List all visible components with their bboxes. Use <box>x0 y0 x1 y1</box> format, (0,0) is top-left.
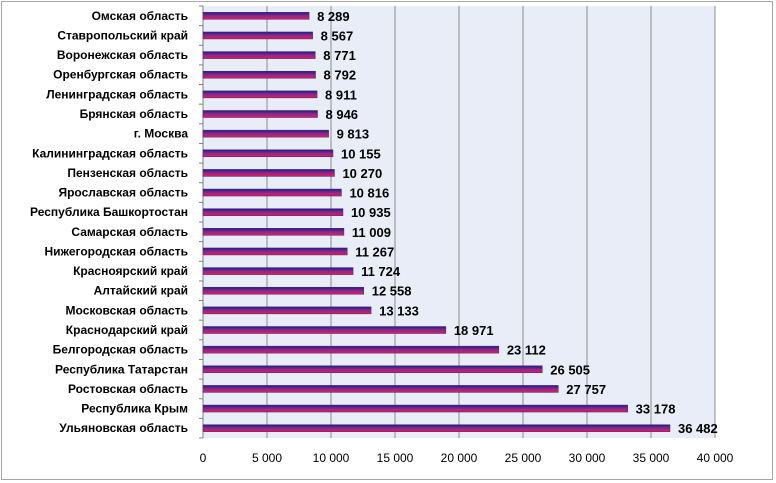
bar <box>202 169 335 177</box>
value-label: 18 971 <box>454 323 494 338</box>
bar <box>202 326 447 334</box>
value-label: 11 724 <box>361 264 401 279</box>
value-label: 10 155 <box>341 146 381 161</box>
bar <box>202 51 316 59</box>
x-tick-label: 40 000 <box>697 451 734 465</box>
bar <box>202 129 329 138</box>
value-label: 8 289 <box>317 9 350 24</box>
bar <box>202 149 334 158</box>
bar <box>202 90 318 99</box>
bar <box>202 286 364 295</box>
bar <box>202 110 318 118</box>
category-label: Республика Башкортостан <box>30 205 188 219</box>
value-label: 11 267 <box>355 244 394 259</box>
bar <box>202 267 354 275</box>
category-label: Ростовская область <box>68 382 188 396</box>
x-tick-label: 20 000 <box>441 451 478 465</box>
category-label: Калининградская область <box>32 146 188 160</box>
bar <box>202 345 500 354</box>
value-label: 10 816 <box>349 186 389 201</box>
bar <box>202 31 313 40</box>
bar <box>202 188 342 197</box>
bar <box>202 404 628 413</box>
value-label: 33 178 <box>636 402 676 417</box>
bar <box>202 424 671 432</box>
bar <box>202 12 310 20</box>
value-label: 13 133 <box>379 303 419 318</box>
value-label: 8 911 <box>325 87 357 102</box>
x-tick-label: 35 000 <box>633 451 670 465</box>
value-label: 12 558 <box>372 284 412 299</box>
bar <box>202 228 345 236</box>
category-label: г. Москва <box>134 127 189 141</box>
value-label: 10 935 <box>351 205 391 220</box>
category-label: Республика Татарстан <box>55 362 188 376</box>
x-tick-label: 0 <box>200 451 207 465</box>
category-label: Красноярский край <box>73 264 188 278</box>
category-label: Брянская область <box>80 107 188 121</box>
value-label: 8 771 <box>323 48 356 63</box>
bar <box>202 306 372 315</box>
value-label: 26 505 <box>550 362 590 377</box>
category-label: Нижегородская область <box>44 244 188 258</box>
bar <box>202 385 559 393</box>
category-label: Ленинградская область <box>46 87 188 101</box>
x-tick-label: 5 000 <box>252 451 282 465</box>
category-label: Оренбургская область <box>53 68 188 82</box>
category-label: Ульяновская область <box>59 421 188 435</box>
category-label: Краснодарский край <box>66 323 188 337</box>
category-label: Самарская область <box>71 225 188 239</box>
bar <box>202 247 348 256</box>
category-label: Пензенская область <box>67 166 188 180</box>
value-label: 8 946 <box>326 107 359 122</box>
value-label: 9 813 <box>337 127 370 142</box>
value-label: 36 482 <box>678 421 718 436</box>
value-label: 8 567 <box>321 28 354 43</box>
category-label: Алтайский край <box>94 284 188 298</box>
bar <box>202 365 543 374</box>
x-tick-label: 25 000 <box>505 451 542 465</box>
x-tick-label: 10 000 <box>313 451 350 465</box>
category-label: Ярославская область <box>58 186 188 200</box>
bar <box>202 208 344 216</box>
category-label: Республика Крым <box>81 402 188 416</box>
category-label: Воронежская область <box>57 48 188 62</box>
category-label: Московская область <box>66 303 188 317</box>
x-tick-label: 30 000 <box>569 451 606 465</box>
value-label: 23 112 <box>507 343 546 358</box>
value-label: 10 270 <box>342 166 382 181</box>
category-label: Ставропольский край <box>57 28 188 42</box>
bar <box>202 70 316 79</box>
value-label: 27 757 <box>566 382 606 397</box>
value-label: 8 792 <box>324 68 357 83</box>
category-label: Омская область <box>92 9 188 23</box>
category-label: Белгородская область <box>53 343 188 357</box>
value-label: 11 009 <box>352 225 391 240</box>
x-tick-label: 15 000 <box>377 451 414 465</box>
